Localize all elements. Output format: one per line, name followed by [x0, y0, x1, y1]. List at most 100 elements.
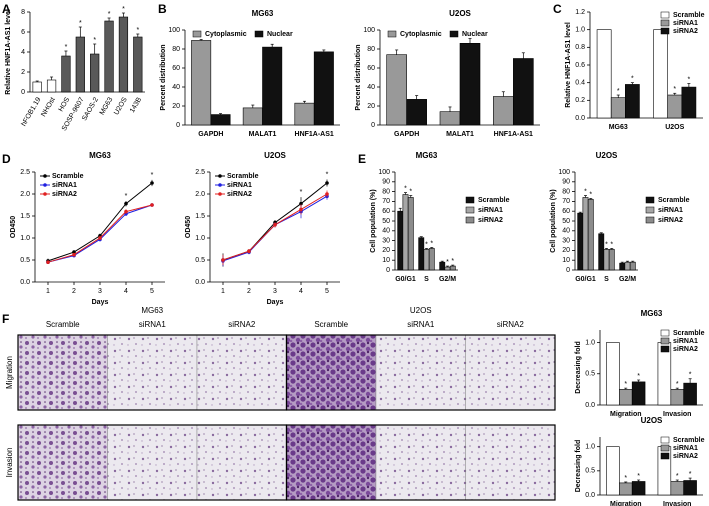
y-tick-label: 2.5 [195, 169, 205, 176]
chart-title: U2OS [264, 151, 286, 160]
y-axis-label: Relative HNF1A-AS1 level [565, 22, 572, 108]
y-tick-label: 1.0 [585, 339, 595, 346]
x-tick-label: 5 [325, 288, 329, 295]
bar [118, 16, 129, 93]
bar [683, 480, 697, 496]
bar [104, 20, 114, 93]
legend-swatch [660, 444, 670, 452]
x-tick-label: 4 [299, 288, 303, 295]
significance-mark: * [689, 372, 692, 379]
y-tick-label: 0.0 [575, 115, 585, 122]
panel-label: A [2, 2, 11, 16]
micrograph [17, 334, 108, 411]
legend-label: siRNA1 [478, 207, 503, 214]
y-tick-label: 90 [562, 179, 570, 186]
legend-label: siRNA2 [478, 217, 503, 224]
x-tick-label: Migration [610, 411, 642, 418]
y-tick-label: 2.5 [20, 169, 30, 176]
y-tick-label: 1.0 [195, 235, 205, 242]
bar [294, 102, 315, 126]
y-tick-label: 0.0 [195, 279, 205, 286]
y-tick-label: 70 [562, 198, 570, 205]
point [273, 223, 277, 227]
y-axis-label: Decreasing fold [575, 341, 582, 394]
micrograph [375, 334, 466, 411]
legend-label: siRNA2 [52, 191, 77, 198]
bar [313, 51, 334, 126]
chart-title: MG63 [416, 151, 438, 160]
y-tick-label: 70 [382, 198, 390, 205]
significance-mark: * [409, 188, 412, 195]
y-tick-label: 0.4 [575, 80, 585, 87]
legend-label: siRNA1 [673, 445, 698, 452]
legend-marker [43, 192, 47, 196]
x-tick-label: HNF1A-AS1 [295, 131, 334, 138]
legend-marker [218, 183, 222, 187]
legend-marker [43, 174, 47, 178]
legend-label: Nuclear [462, 31, 488, 38]
significance-mark: * [637, 373, 640, 380]
panel-label: B [158, 2, 167, 16]
significance-mark: * [673, 86, 676, 93]
x-tick-label: 5 [150, 288, 154, 295]
point [299, 207, 303, 212]
x-tick-label: 143B [129, 96, 143, 114]
legend-swatch [645, 216, 655, 224]
y-tick-label: 80 [562, 188, 570, 195]
bar [423, 249, 430, 271]
legend-label: siRNA2 [673, 28, 698, 35]
significance-mark: * [79, 20, 82, 27]
legend-label: Scramble [658, 197, 690, 204]
y-tick-label: 1.2 [575, 9, 585, 16]
legend-label: Scramble [673, 437, 705, 444]
bar [670, 481, 684, 496]
y-axis-label: Relative HNF1A-AS1 level [5, 9, 12, 95]
significance-mark: * [446, 259, 449, 266]
bar [46, 79, 57, 93]
y-tick-label: 1.5 [20, 213, 30, 220]
y-tick-label: 2.0 [20, 191, 30, 198]
bar [587, 199, 594, 271]
condition-header: siRNA2 [497, 320, 525, 329]
x-tick-label: G0/G1 [395, 276, 416, 283]
chart-title: MG63 [89, 151, 111, 160]
bar [513, 58, 534, 126]
bar [210, 114, 231, 126]
y-tick-label: 0.5 [195, 257, 205, 264]
legend-swatch [660, 436, 670, 444]
y-tick-label: 100 [378, 169, 390, 176]
bar [418, 237, 425, 271]
micrograph [196, 334, 287, 411]
y-tick-label: 1.0 [575, 27, 585, 34]
significance-mark: * [65, 44, 68, 51]
significance-mark: * [605, 241, 608, 248]
bar [625, 84, 640, 119]
y-axis-label: Cell population (%) [370, 189, 377, 252]
bar [596, 29, 612, 119]
bar [631, 381, 646, 406]
point [46, 260, 50, 265]
y-tick-label: 20 [562, 247, 570, 254]
bar [603, 249, 610, 271]
panel-label: F [2, 312, 9, 326]
point [124, 209, 128, 214]
point [325, 181, 329, 185]
significance-mark: * [610, 241, 613, 248]
x-tick-label: MG63 [609, 124, 628, 131]
legend-swatch [449, 30, 459, 38]
significance-mark: * [93, 37, 96, 44]
significance-mark: * [589, 191, 592, 198]
point [325, 192, 329, 196]
bar [397, 210, 404, 271]
x-tick-label: G2/M [619, 276, 636, 283]
micrograph [17, 424, 108, 501]
x-tick-label: MALAT1 [249, 131, 277, 138]
legend-label: siRNA1 [52, 182, 77, 189]
micrograph-group-frame [285, 334, 556, 411]
y-tick-label: 10 [382, 257, 390, 264]
micrograph [286, 334, 377, 411]
y-tick-label: 10 [562, 257, 570, 264]
significance-mark: * [125, 193, 128, 200]
x-tick-label: 1 [221, 288, 225, 295]
legend-label: Cytoplasmic [205, 31, 247, 38]
